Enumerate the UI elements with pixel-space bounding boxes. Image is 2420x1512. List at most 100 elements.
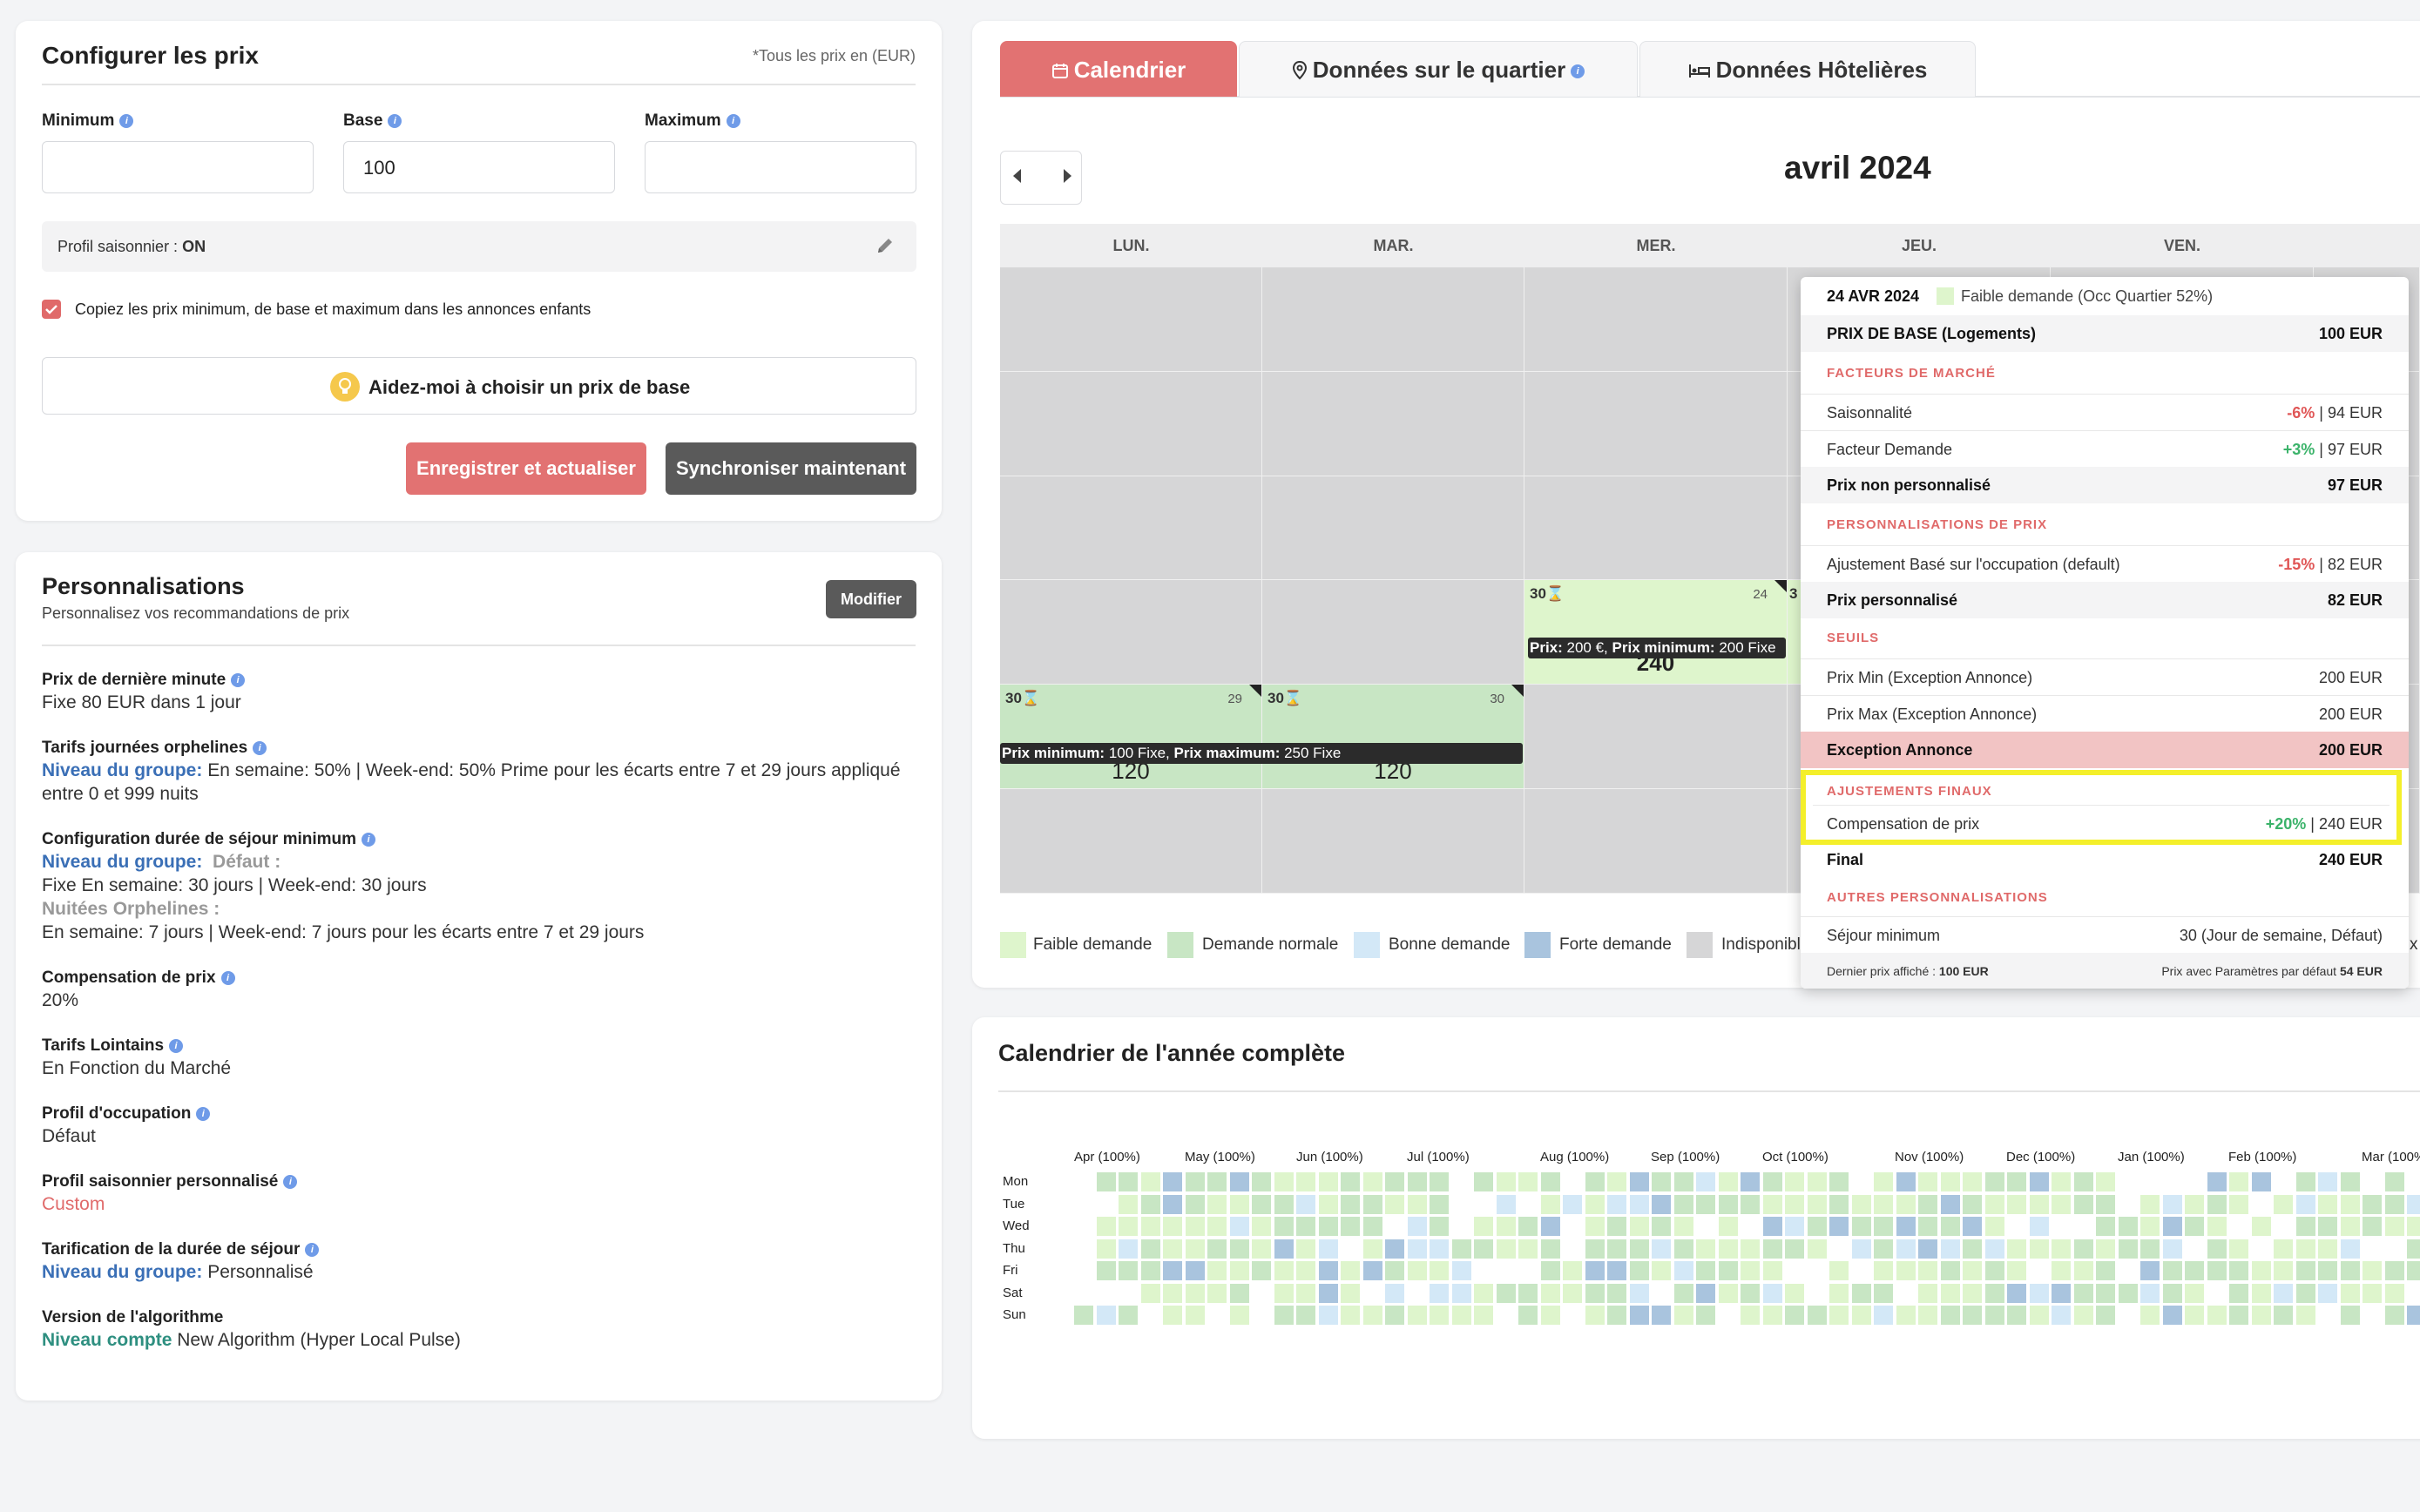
year-day-cell[interactable] bbox=[2384, 1261, 2404, 1280]
year-day-cell[interactable] bbox=[1585, 1172, 1605, 1191]
year-day-cell[interactable] bbox=[2363, 1239, 2382, 1259]
year-day-cell[interactable] bbox=[1607, 1239, 1626, 1259]
save-refresh-button[interactable]: Enregistrer et actualiser bbox=[406, 442, 646, 495]
year-day-cell[interactable] bbox=[1673, 1261, 1693, 1280]
year-day-cell[interactable] bbox=[1318, 1283, 1338, 1303]
year-day-cell[interactable] bbox=[2274, 1261, 2293, 1280]
year-day-cell[interactable] bbox=[2340, 1239, 2360, 1259]
year-day-cell[interactable] bbox=[1563, 1261, 1582, 1280]
year-day-cell[interactable] bbox=[1362, 1172, 1382, 1191]
year-day-cell[interactable] bbox=[2052, 1217, 2071, 1236]
year-day-cell[interactable] bbox=[2384, 1283, 2404, 1303]
year-day-cell[interactable] bbox=[1807, 1194, 1827, 1214]
year-day-cell[interactable] bbox=[2295, 1217, 2315, 1236]
year-day-cell[interactable] bbox=[1318, 1261, 1338, 1280]
year-day-cell[interactable] bbox=[1807, 1261, 1827, 1280]
year-day-cell[interactable] bbox=[2118, 1239, 2138, 1259]
year-day-cell[interactable] bbox=[1918, 1217, 1937, 1236]
year-day-cell[interactable] bbox=[2318, 1172, 2337, 1191]
day-cell[interactable] bbox=[1000, 476, 1262, 580]
year-day-cell[interactable] bbox=[1185, 1217, 1205, 1236]
year-day-cell[interactable] bbox=[1741, 1172, 1760, 1191]
year-day-cell[interactable] bbox=[1829, 1217, 1849, 1236]
year-day-cell[interactable] bbox=[2185, 1239, 2204, 1259]
year-day-cell[interactable] bbox=[1984, 1194, 2004, 1214]
year-day-cell[interactable] bbox=[1207, 1194, 1227, 1214]
year-day-cell[interactable] bbox=[1185, 1194, 1205, 1214]
year-day-cell[interactable] bbox=[2407, 1283, 2420, 1303]
year-day-cell[interactable] bbox=[1896, 1194, 1916, 1214]
year-day-cell[interactable] bbox=[2140, 1261, 2160, 1280]
year-day-cell[interactable] bbox=[1252, 1306, 1271, 1325]
year-day-cell[interactable] bbox=[1119, 1261, 1138, 1280]
year-day-cell[interactable] bbox=[1451, 1283, 1471, 1303]
year-day-cell[interactable] bbox=[2118, 1283, 2138, 1303]
day-cell-tue-30[interactable]: 30⌛ 30 120 bbox=[1262, 685, 1524, 789]
day-cell[interactable] bbox=[1524, 267, 1788, 372]
prev-month-icon[interactable] bbox=[1013, 169, 1021, 183]
info-icon[interactable] bbox=[119, 113, 134, 128]
year-day-cell[interactable] bbox=[1652, 1239, 1671, 1259]
year-day-cell[interactable] bbox=[1163, 1261, 1182, 1280]
year-day-cell[interactable] bbox=[1807, 1172, 1827, 1191]
year-day-cell[interactable] bbox=[2140, 1306, 2160, 1325]
year-day-cell[interactable] bbox=[2185, 1194, 2204, 1214]
year-day-cell[interactable] bbox=[2363, 1283, 2382, 1303]
year-day-cell[interactable] bbox=[2029, 1217, 2049, 1236]
year-day-cell[interactable] bbox=[1718, 1217, 1738, 1236]
year-day-cell[interactable] bbox=[1119, 1283, 1138, 1303]
year-day-cell[interactable] bbox=[1984, 1172, 2004, 1191]
copy-checkbox[interactable] bbox=[42, 300, 61, 319]
year-day-cell[interactable] bbox=[2185, 1217, 2204, 1236]
year-day-cell[interactable] bbox=[1096, 1194, 1116, 1214]
year-day-cell[interactable] bbox=[1829, 1172, 1849, 1191]
year-day-cell[interactable] bbox=[1984, 1283, 2004, 1303]
day-cell[interactable] bbox=[1000, 789, 1262, 894]
year-day-cell[interactable] bbox=[1140, 1306, 1160, 1325]
year-day-cell[interactable] bbox=[1140, 1217, 1160, 1236]
year-day-cell[interactable] bbox=[2207, 1283, 2227, 1303]
info-icon[interactable] bbox=[231, 672, 246, 687]
year-day-cell[interactable] bbox=[1362, 1283, 1382, 1303]
year-day-cell[interactable] bbox=[1474, 1217, 1493, 1236]
year-day-cell[interactable] bbox=[1207, 1217, 1227, 1236]
year-day-cell[interactable] bbox=[2207, 1261, 2227, 1280]
year-day-cell[interactable] bbox=[1341, 1217, 1360, 1236]
year-day-cell[interactable] bbox=[1163, 1217, 1182, 1236]
year-day-cell[interactable] bbox=[2295, 1194, 2315, 1214]
pencil-icon[interactable] bbox=[875, 235, 896, 256]
year-day-cell[interactable] bbox=[1207, 1172, 1227, 1191]
year-day-cell[interactable] bbox=[2029, 1306, 2049, 1325]
year-day-cell[interactable] bbox=[1851, 1239, 1871, 1259]
year-day-cell[interactable] bbox=[2096, 1261, 2115, 1280]
year-day-cell[interactable] bbox=[2229, 1239, 2248, 1259]
year-day-cell[interactable] bbox=[1652, 1306, 1671, 1325]
year-day-cell[interactable] bbox=[1274, 1261, 1294, 1280]
year-day-cell[interactable] bbox=[1762, 1217, 1782, 1236]
year-day-cell[interactable] bbox=[1585, 1261, 1605, 1280]
year-day-cell[interactable] bbox=[1496, 1172, 1516, 1191]
year-day-cell[interactable] bbox=[2251, 1306, 2271, 1325]
day-cell[interactable] bbox=[1262, 789, 1524, 894]
year-day-cell[interactable] bbox=[1540, 1283, 1560, 1303]
year-day-cell[interactable] bbox=[1851, 1194, 1871, 1214]
year-day-cell[interactable] bbox=[1629, 1261, 1649, 1280]
year-day-cell[interactable] bbox=[1096, 1261, 1116, 1280]
year-day-cell[interactable] bbox=[2251, 1283, 2271, 1303]
year-day-cell[interactable] bbox=[1474, 1194, 1493, 1214]
year-day-cell[interactable] bbox=[1673, 1194, 1693, 1214]
year-day-cell[interactable] bbox=[2363, 1261, 2382, 1280]
year-day-cell[interactable] bbox=[1874, 1239, 1893, 1259]
year-day-cell[interactable] bbox=[1896, 1306, 1916, 1325]
sync-now-button[interactable]: Synchroniser maintenant bbox=[666, 442, 916, 495]
year-day-cell[interactable] bbox=[2295, 1261, 2315, 1280]
year-day-cell[interactable] bbox=[1785, 1239, 1804, 1259]
year-day-cell[interactable] bbox=[1785, 1172, 1804, 1191]
year-day-cell[interactable] bbox=[2229, 1306, 2248, 1325]
year-day-cell[interactable] bbox=[1341, 1283, 1360, 1303]
tab-quartier[interactable]: Données sur le quartier bbox=[1239, 41, 1638, 97]
year-day-cell[interactable] bbox=[2384, 1194, 2404, 1214]
year-day-cell[interactable] bbox=[1984, 1306, 2004, 1325]
year-day-cell[interactable] bbox=[2118, 1194, 2138, 1214]
year-day-cell[interactable] bbox=[1296, 1217, 1315, 1236]
